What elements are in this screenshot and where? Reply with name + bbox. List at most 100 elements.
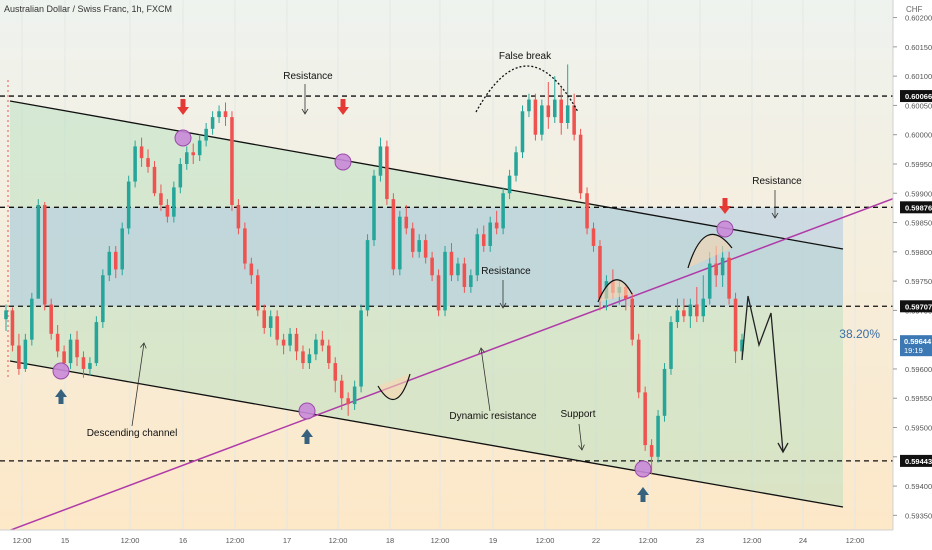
candle-body bbox=[688, 304, 693, 317]
x-tick-label: 15 bbox=[61, 536, 69, 545]
candle bbox=[391, 193, 396, 276]
candle bbox=[139, 137, 144, 167]
candle-body bbox=[591, 228, 596, 246]
candle-body bbox=[172, 187, 176, 217]
candle bbox=[88, 357, 92, 376]
candle-body bbox=[533, 99, 538, 135]
candle-body bbox=[346, 398, 350, 405]
x-tick-label: 12:00 bbox=[846, 536, 865, 545]
candle bbox=[733, 292, 738, 364]
candle bbox=[501, 187, 505, 235]
candle bbox=[443, 245, 447, 317]
candle bbox=[649, 439, 654, 475]
candle bbox=[126, 175, 131, 235]
candle bbox=[591, 222, 596, 252]
candle bbox=[385, 140, 389, 205]
sell-arrow bbox=[177, 99, 189, 115]
candle bbox=[17, 333, 21, 375]
candle bbox=[662, 363, 667, 422]
x-tick-label: 12:00 bbox=[431, 536, 450, 545]
candle bbox=[565, 64, 570, 129]
candle bbox=[320, 330, 325, 352]
candle-body bbox=[294, 333, 299, 352]
candle bbox=[36, 199, 41, 299]
candle-body bbox=[333, 363, 338, 381]
current-price-label: 0.59644 bbox=[904, 337, 932, 346]
candle-body bbox=[101, 275, 105, 323]
candle bbox=[494, 210, 499, 235]
y-tick-label: 0.60000 bbox=[905, 131, 932, 140]
candle-body bbox=[740, 339, 744, 352]
candle-body bbox=[159, 193, 163, 205]
candle-body bbox=[55, 333, 60, 352]
candle bbox=[230, 111, 234, 211]
candle-body bbox=[417, 240, 421, 252]
candle-body bbox=[36, 204, 41, 299]
candle bbox=[107, 245, 112, 282]
y-tick-label: 0.59600 bbox=[905, 365, 932, 374]
touch-marker bbox=[298, 402, 316, 420]
candle bbox=[249, 257, 254, 285]
candle bbox=[398, 210, 402, 276]
candle bbox=[520, 105, 525, 159]
candle bbox=[184, 146, 189, 170]
candle-body bbox=[578, 134, 583, 194]
candle-body bbox=[17, 345, 21, 369]
candle-body bbox=[481, 234, 486, 246]
buy-arrow-shaft bbox=[58, 397, 64, 404]
candle-body bbox=[133, 146, 137, 182]
label-resistance-top-pointer-head bbox=[301, 108, 309, 115]
candle bbox=[101, 269, 105, 328]
candle-body bbox=[585, 193, 589, 229]
candle-body bbox=[236, 204, 241, 229]
candle-body bbox=[720, 257, 725, 276]
chart-title: Australian Dollar / Swiss Franc, 1h, FXC… bbox=[4, 4, 173, 14]
candle-body bbox=[733, 298, 738, 352]
y-tick-label: 0.59550 bbox=[905, 394, 932, 403]
candle bbox=[533, 93, 538, 141]
candle-body bbox=[352, 386, 357, 405]
candle bbox=[217, 105, 221, 123]
buy-arrow-head bbox=[301, 429, 313, 437]
candle bbox=[720, 245, 725, 287]
candle bbox=[120, 222, 124, 276]
price-line-tag-label: 0.60066 bbox=[905, 92, 932, 101]
x-tick-label: 12:00 bbox=[639, 536, 658, 545]
candle bbox=[359, 304, 363, 393]
candle bbox=[675, 298, 680, 328]
candle bbox=[630, 292, 635, 346]
channel-top-line bbox=[9, 100, 844, 250]
candle-body bbox=[249, 263, 254, 276]
price-line-tag bbox=[900, 90, 932, 103]
touch-marker bbox=[716, 220, 734, 238]
candle-body bbox=[565, 105, 570, 123]
candle bbox=[4, 304, 8, 331]
candle bbox=[695, 286, 699, 323]
candle-body bbox=[546, 105, 551, 118]
y-tick-label: 0.59500 bbox=[905, 424, 932, 433]
y-tick-label: 0.59400 bbox=[905, 482, 932, 491]
price-line-tag-label: 0.59876 bbox=[905, 203, 932, 212]
sell-arrow-shaft bbox=[340, 99, 346, 107]
candle bbox=[410, 222, 415, 258]
y-tick-label: 0.60200 bbox=[905, 14, 932, 23]
candle-body bbox=[488, 222, 492, 246]
x-tick-label: 12:00 bbox=[226, 536, 245, 545]
candle bbox=[559, 87, 564, 135]
candle-body bbox=[430, 257, 434, 276]
candle bbox=[546, 81, 551, 129]
candle-body bbox=[701, 298, 706, 317]
candle bbox=[243, 222, 247, 270]
x-tick-label: 22 bbox=[592, 536, 600, 545]
candle-body bbox=[10, 310, 15, 346]
candle bbox=[327, 339, 331, 369]
candle-body bbox=[178, 163, 183, 188]
candle bbox=[262, 304, 267, 334]
candle-body bbox=[139, 146, 144, 159]
candle bbox=[552, 76, 557, 123]
candle bbox=[469, 269, 473, 293]
price-line-tag-label: 0.59443 bbox=[905, 457, 932, 466]
candle-body bbox=[540, 105, 544, 135]
candle bbox=[152, 161, 157, 197]
